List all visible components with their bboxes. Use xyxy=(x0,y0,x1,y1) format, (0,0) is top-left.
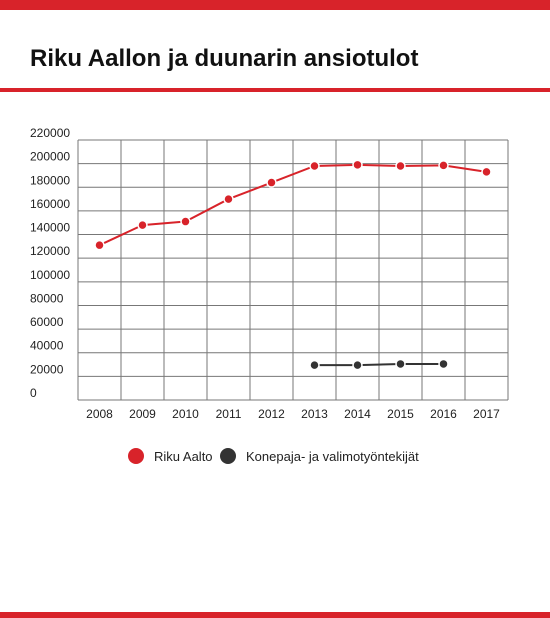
chart-legend: Riku Aalto Konepaja- ja valimotyöntekijä… xyxy=(0,444,550,468)
x-tick-label: 2011 xyxy=(216,407,242,421)
legend-label-konepaja: Konepaja- ja valimotyöntekijät xyxy=(246,448,419,464)
x-tick-label: 2012 xyxy=(258,407,285,421)
x-tick-label: 2010 xyxy=(172,407,199,421)
data-point-0 xyxy=(137,219,148,231)
y-axis-ticks: 0 20000 40000 60000 80000 100000 120000 140000 1… xyxy=(30,126,70,400)
data-point-0 xyxy=(309,160,320,172)
y-tick-label: 220000 xyxy=(30,126,70,140)
legend-item-konepaja: Konepaja- ja valimotyöntekijät xyxy=(220,444,419,468)
x-tick-label: 2015 xyxy=(387,407,414,421)
legend-item-riku-aalto: Riku Aalto xyxy=(128,444,213,468)
legend-marker-riku-aalto xyxy=(128,448,144,464)
x-tick-label: 2017 xyxy=(473,407,500,421)
data-point-0 xyxy=(223,193,234,205)
series-line-0 xyxy=(99,163,487,247)
x-axis-ticks: 2008 2009 2010 2011 2012 2013 2014 2015 2016 2017 xyxy=(86,407,500,421)
y-tick-label: 180000 xyxy=(30,173,70,187)
legend-label-riku-aalto: Riku Aalto xyxy=(154,448,213,464)
x-tick-label: 2008 xyxy=(86,407,113,421)
data-point-0 xyxy=(180,216,191,227)
data-point-0 xyxy=(438,160,449,171)
y-tick-label: 80000 xyxy=(30,291,64,305)
data-point-0 xyxy=(352,159,363,171)
y-tick-label: 100000 xyxy=(30,268,70,282)
y-tick-label: 40000 xyxy=(30,339,64,353)
x-tick-label: 2009 xyxy=(129,407,156,421)
data-point-1 xyxy=(395,358,406,370)
y-tick-label: 0 xyxy=(30,386,37,400)
data-point-0 xyxy=(395,160,406,172)
y-tick-label: 60000 xyxy=(30,315,64,329)
data-point-1 xyxy=(438,358,449,370)
y-tick-label: 160000 xyxy=(30,197,70,211)
data-point-1 xyxy=(352,359,363,371)
top-accent-bar xyxy=(0,0,550,10)
data-point-0 xyxy=(266,177,277,188)
title-divider xyxy=(0,88,550,92)
bottom-accent-bar xyxy=(0,612,550,618)
x-tick-label: 2014 xyxy=(344,407,371,421)
data-point-0 xyxy=(481,166,492,178)
y-tick-label: 140000 xyxy=(30,221,70,235)
data-point-0 xyxy=(94,239,105,251)
y-tick-label: 200000 xyxy=(30,150,70,164)
chart-title: Riku Aallon ja duunarin ansiotulot xyxy=(30,45,419,72)
line-chart: 0 20000 40000 60000 80000 100000 120000 140000 1… xyxy=(30,126,509,421)
y-tick-label: 120000 xyxy=(30,244,70,258)
data-point-1 xyxy=(309,359,320,371)
y-tick-label: 20000 xyxy=(30,362,64,376)
x-tick-label: 2013 xyxy=(301,407,328,421)
series-line-1 xyxy=(314,362,444,367)
series-points xyxy=(94,159,492,371)
series-lines xyxy=(99,163,487,367)
x-tick-label: 2016 xyxy=(430,407,457,421)
chart-grid xyxy=(77,139,509,401)
legend-marker-konepaja xyxy=(220,448,236,464)
